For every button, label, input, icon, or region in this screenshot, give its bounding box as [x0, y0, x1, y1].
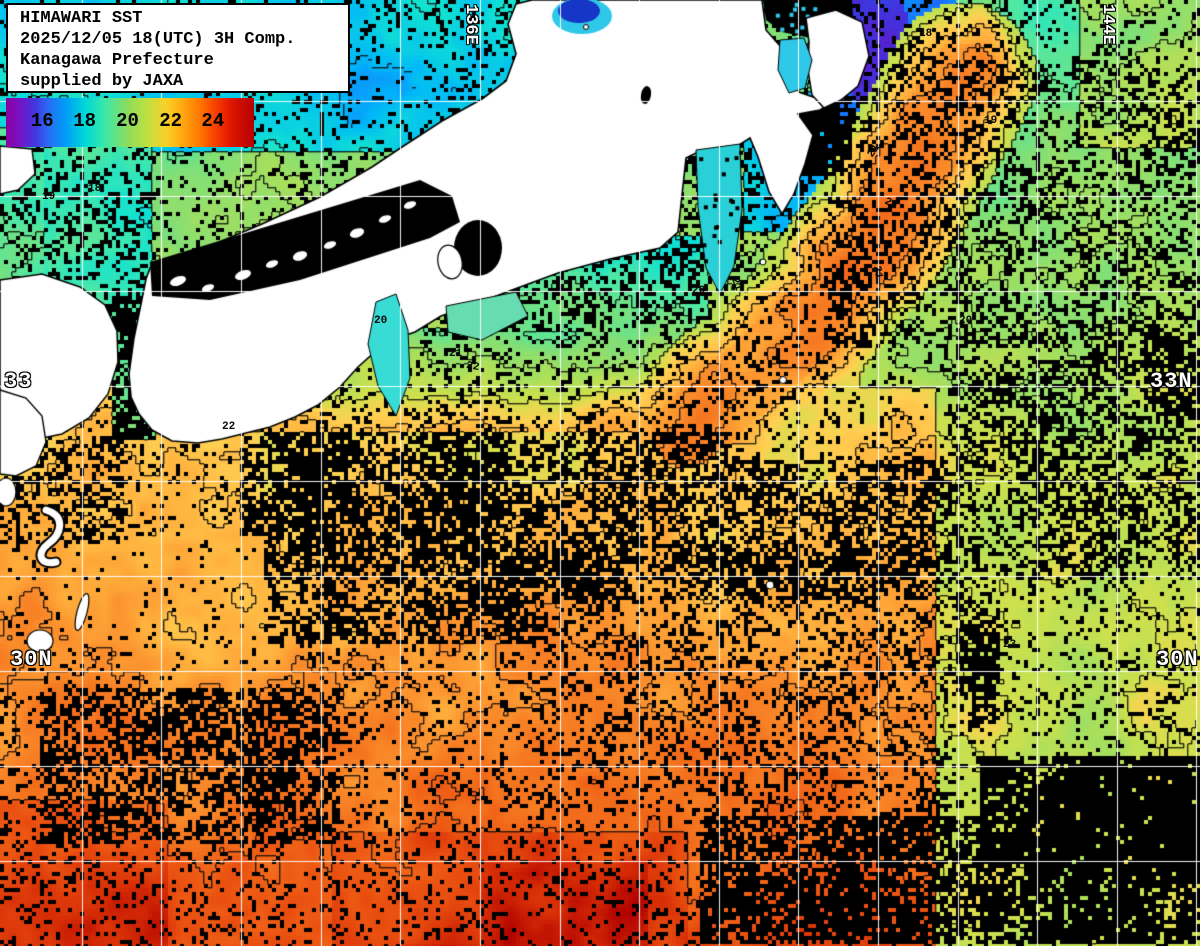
colorbar-tick-16: 16 — [30, 110, 54, 132]
title-credit: supplied by JAXA — [20, 72, 184, 91]
colorbar-tick-20: 20 — [116, 110, 139, 132]
colorbar-tick-18: 18 — [73, 110, 97, 132]
title-box: HIMAWARI SST 2025/12/05 18(UTC) 3H Comp.… — [6, 3, 350, 93]
colorbar-tick-22: 22 — [159, 110, 183, 132]
title-region: Kanagawa Prefecture — [20, 51, 214, 70]
colorbar-tick-24: 24 — [201, 110, 225, 132]
title-datetime: 2025/12/05 18(UTC) 3H Comp. — [20, 30, 296, 49]
temperature-colorbar: 16 18 20 22 24 — [6, 98, 254, 147]
title-product: HIMAWARI SST — [20, 9, 143, 28]
